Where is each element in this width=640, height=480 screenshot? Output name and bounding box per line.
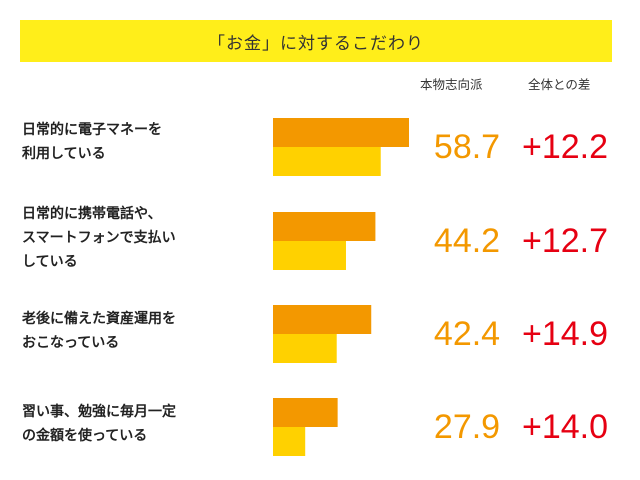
- chart-title: 「お金」に対するこだわり: [208, 33, 424, 54]
- value-label: 42.4: [434, 315, 500, 353]
- value-label: 58.7: [434, 128, 500, 166]
- category-label: 習い事、勉強に毎月一定 の金額を使っている: [22, 404, 176, 444]
- category-label: 日常的に電子マネーを 利用している: [22, 122, 162, 162]
- bar-secondary: [273, 427, 306, 456]
- bar-primary: [273, 118, 409, 147]
- bar-primary: [273, 398, 338, 427]
- difference-label: +12.7: [522, 222, 608, 260]
- header-value: 本物志向派: [420, 77, 483, 92]
- header-diff: 全体との差: [528, 77, 591, 92]
- title-banner: 「お金」に対するこだわり: [20, 20, 612, 62]
- bar-secondary: [273, 241, 346, 270]
- bar-primary: [273, 305, 372, 334]
- bar-secondary: [273, 334, 337, 363]
- category-label: 日常的に携帯電話や、 スマートフォンで支払い している: [22, 206, 176, 270]
- difference-label: +14.0: [522, 408, 608, 446]
- value-label: 44.2: [434, 222, 500, 260]
- bar-secondary: [273, 147, 381, 176]
- value-label: 27.9: [434, 408, 500, 446]
- difference-label: +12.2: [522, 128, 608, 166]
- bar-primary: [273, 212, 376, 241]
- category-label: 老後に備えた資産運用を おこなっている: [22, 311, 176, 351]
- difference-label: +14.9: [522, 315, 608, 353]
